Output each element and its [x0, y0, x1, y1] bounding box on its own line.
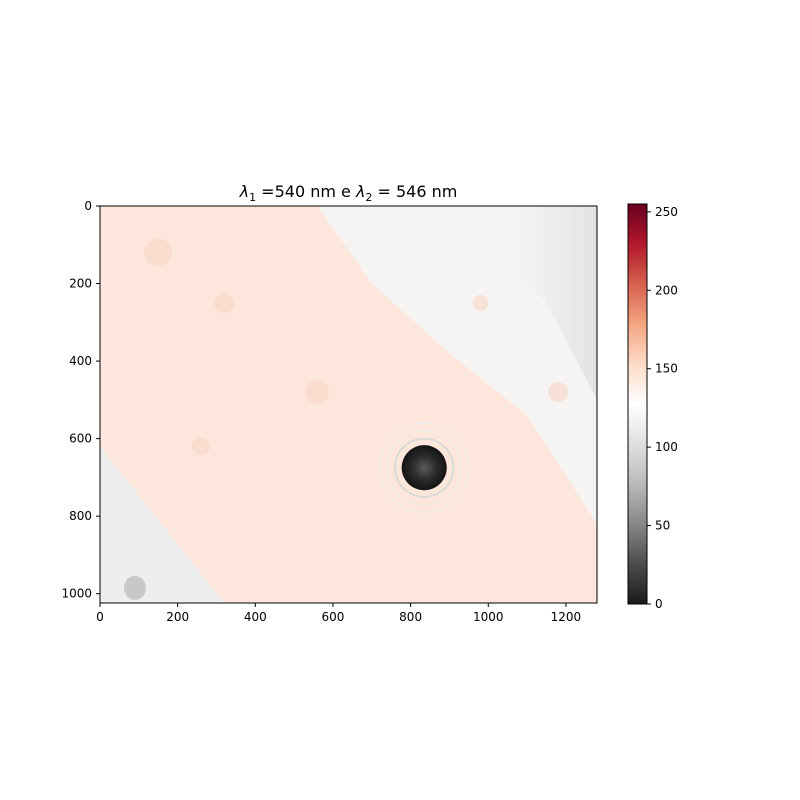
x-axis: 0 200 400 600 800 1000 1200: [96, 603, 581, 624]
y-tick-label: 600: [69, 432, 92, 446]
tint-patch: [214, 292, 235, 313]
tint-patch: [305, 380, 330, 405]
x-tick-label: 600: [322, 610, 345, 624]
colorbar-tick-label: 50: [655, 519, 670, 533]
y-tick-label: 200: [69, 277, 92, 291]
colorbar: [627, 203, 648, 605]
colorbar-tick-label: 150: [655, 362, 678, 376]
colorbar-tick-label: 0: [655, 597, 663, 611]
heatmap-image: [100, 206, 597, 603]
x-tick-label: 0: [96, 610, 104, 624]
grey-spot-bottom-left: [123, 575, 146, 600]
y-axis: 0 200 400 600 800 1000: [61, 199, 100, 601]
tint-patch: [472, 294, 489, 311]
tint-patch: [548, 382, 569, 403]
colorbar-axis: 0 50 100 150 200 250: [647, 205, 678, 611]
x-tick-label: 400: [244, 610, 267, 624]
x-tick-label: 1200: [551, 610, 582, 624]
tint-patch: [144, 238, 173, 267]
diffraction-ring: [378, 422, 470, 513]
diffraction-ring: [386, 430, 462, 506]
tint-patch: [191, 437, 210, 456]
y-tick-label: 800: [69, 509, 92, 523]
colorbar-tick-label: 200: [655, 283, 678, 297]
dark-spot: [401, 445, 447, 491]
x-tick-label: 200: [166, 610, 189, 624]
colorbar-tick-label: 250: [655, 205, 678, 219]
y-tick-label: 0: [84, 199, 92, 213]
grey-region-bottom-left: [100, 446, 225, 603]
chart-title: λ1 =540 nm e λ2 = 546 nm: [239, 182, 458, 204]
diffraction-ring: [394, 437, 455, 498]
grey-region-top-right: [317, 206, 597, 524]
grey-region-corner: [449, 206, 597, 400]
y-tick-label: 400: [69, 354, 92, 368]
x-tick-label: 1000: [473, 610, 504, 624]
x-tick-label: 800: [399, 610, 422, 624]
y-tick-label: 1000: [61, 587, 92, 601]
plot-frame: [99, 205, 598, 604]
colorbar-tick-label: 100: [655, 440, 678, 454]
